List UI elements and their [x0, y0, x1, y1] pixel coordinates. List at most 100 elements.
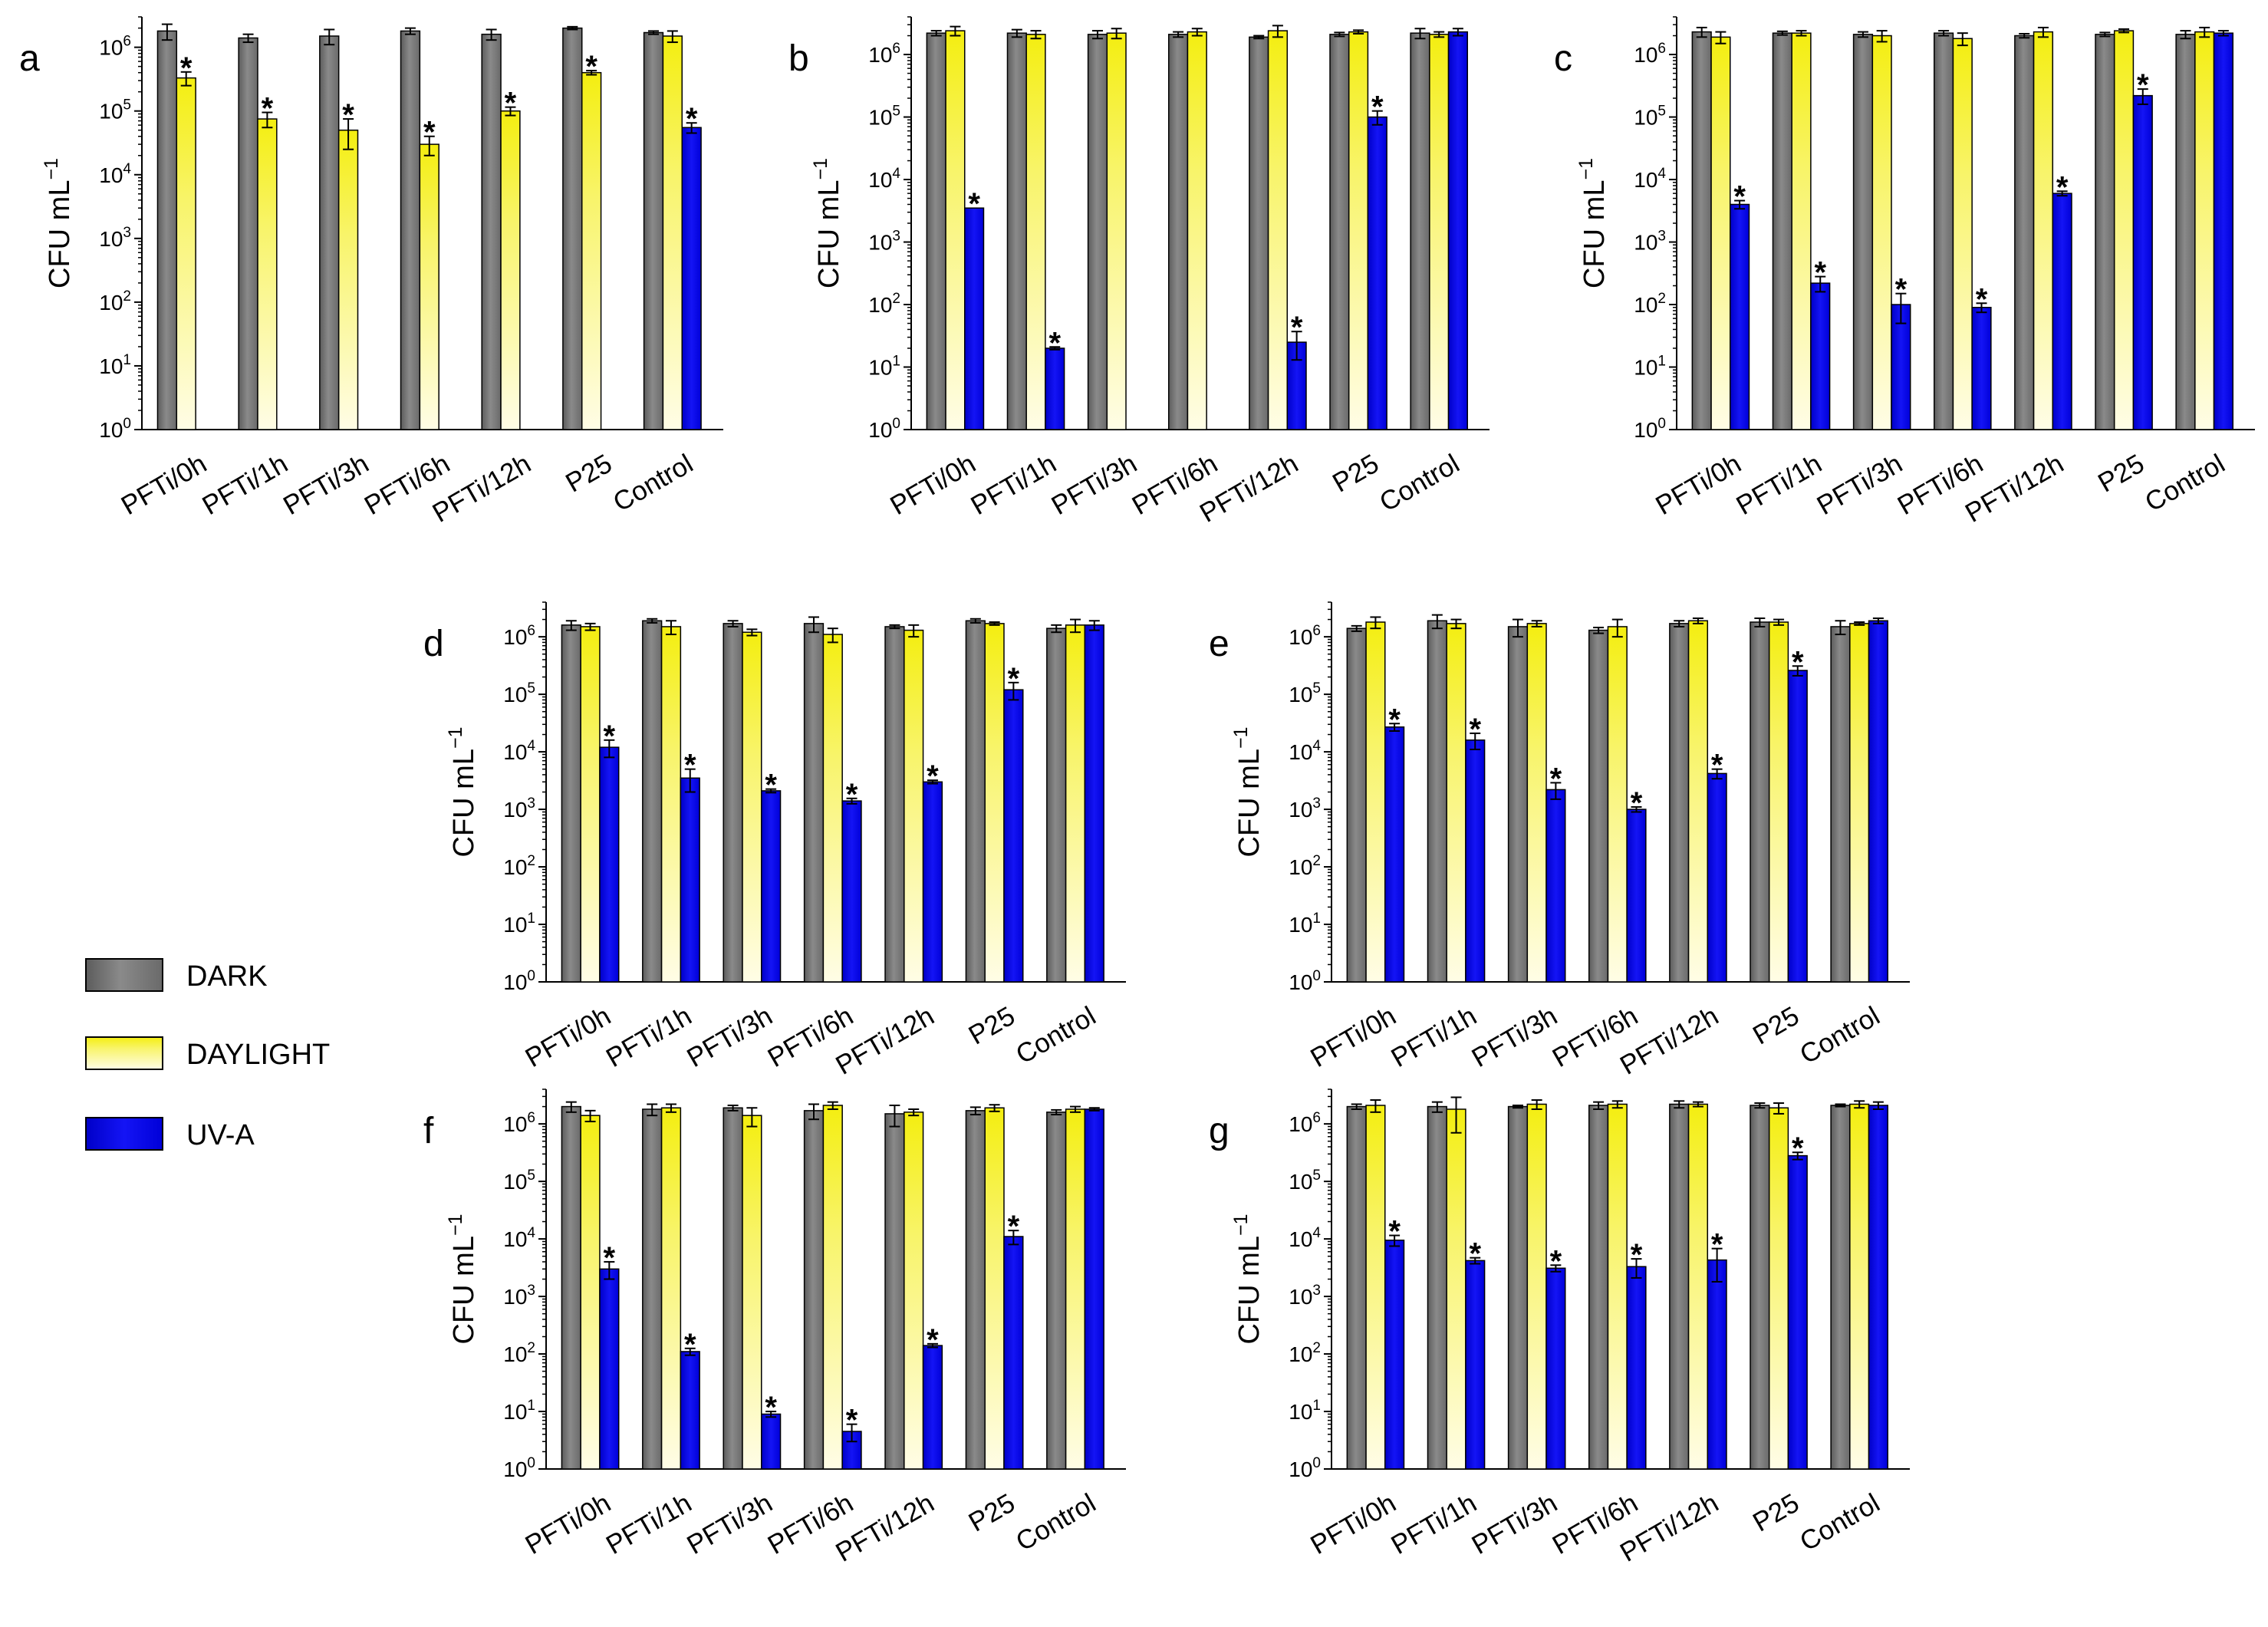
error-bar-daylight-pfti-12h: [908, 624, 920, 638]
y-tick-base: 10: [1634, 418, 1657, 442]
error-bar-dark-control: [1835, 1103, 1846, 1108]
y-tick-base: 10: [99, 354, 123, 378]
x-tick-label-pfti-3h: PFTi/3h: [278, 449, 374, 521]
panel-letter-b: b: [788, 38, 809, 79]
error-bar-uv-a-control: [1872, 617, 1884, 624]
error-bar-uv-a-p25: [1008, 681, 1019, 701]
x-tick-label-control: Control: [1011, 1001, 1101, 1070]
bar-daylight-pfti-1h: [1446, 1108, 1466, 1470]
bar-dark-pfti-12h: [2014, 35, 2035, 430]
bar-daylight-pfti-0h: [945, 30, 966, 430]
y-tick-label: 105: [868, 104, 900, 130]
x-tick-label-pfti-3h: PFTi/3h: [682, 1001, 778, 1073]
x-tick-label-control: Control: [1795, 1001, 1885, 1070]
significance-star-uv-a-pfti-12h: *: [2056, 170, 2069, 204]
bar-dark-pfti-1h: [642, 620, 663, 983]
y-tick-label: 105: [1289, 1168, 1321, 1194]
error-bar-daylight-control: [1434, 31, 1445, 38]
error-bar-daylight-control: [1854, 1100, 1865, 1109]
bar-uv-a-pfti-3h: [1545, 1267, 1566, 1470]
bar-uv-a-pfti-6h: [841, 800, 862, 983]
bar-dark-pfti-0h: [561, 1105, 581, 1470]
y-tick-base: 10: [503, 1342, 527, 1366]
significance-star-daylight-pfti-0h: *: [180, 51, 193, 85]
error-bar-dark-pfti-12h: [1674, 620, 1685, 627]
significance-star-uv-a-pfti-1h: *: [1814, 256, 1826, 290]
error-bar-uv-a-pfti-0h: [604, 739, 615, 759]
bar-daylight-pfti-6h: [1187, 31, 1207, 430]
error-bar-uv-a-pfti-12h: [1291, 331, 1302, 361]
y-tick-label: 105: [99, 97, 131, 124]
error-bar-daylight-p25: [586, 70, 597, 76]
error-bar-dark-pfti-0h: [161, 23, 173, 41]
error-bar-uv-a-pfti-12h: [1711, 768, 1723, 780]
y-tick-label: 100: [868, 416, 900, 442]
bar-daylight-pfti-6h: [1607, 626, 1628, 983]
bar-dark-pfti-1h: [238, 37, 258, 430]
error-bar-daylight-pfti-0h: [1370, 1099, 1381, 1113]
y-axis-title-exponent: −1: [1230, 727, 1252, 749]
error-bar-daylight-pfti-0h: [180, 71, 192, 87]
y-tick-exponent: 2: [123, 288, 131, 305]
error-bar-dark-pfti-12h: [889, 624, 900, 630]
bar-daylight-p25: [984, 623, 1005, 983]
y-tick-exponent: 2: [527, 1340, 535, 1356]
y-tick-exponent: 3: [527, 1283, 535, 1299]
error-bar-uv-a-pfti-12h: [927, 779, 938, 785]
bar-uv-a-pfti-12h: [2052, 193, 2072, 430]
bar-uv-a-p25: [1787, 670, 1808, 983]
legend-swatch-dark: [85, 958, 163, 992]
error-bar-dark-pfti-1h: [1431, 614, 1443, 630]
y-tick-base: 10: [99, 100, 123, 124]
bar-daylight-pfti-12h: [500, 110, 521, 430]
y-tick-exponent: 6: [527, 623, 535, 639]
y-axis-title-text: CFU mL: [813, 180, 845, 288]
bar-dark-p25: [1750, 1105, 1770, 1470]
y-tick-base: 10: [503, 798, 527, 822]
y-tick-exponent: 6: [892, 41, 900, 57]
bar-dark-control: [1046, 627, 1067, 983]
y-tick-exponent: 3: [527, 795, 535, 812]
error-bar-dark-pfti-6h: [1173, 31, 1184, 38]
significance-star-uv-a-pfti-0h: *: [1388, 1215, 1401, 1249]
y-axis-title-c: CFU mL−1: [1575, 158, 1611, 288]
panel-letter-e: e: [1209, 624, 1229, 664]
error-bar-dark-pfti-6h: [404, 27, 416, 35]
error-bar-dark-pfti-0h: [565, 620, 577, 631]
error-bar-daylight-pfti-0h: [584, 1109, 596, 1123]
x-tick-label-pfti-1h: PFTi/1h: [601, 1001, 697, 1073]
error-bar-daylight-control: [2199, 26, 2210, 38]
y-axis-title-exponent: −1: [810, 158, 831, 180]
bar-daylight-pfti-12h: [1687, 1103, 1709, 1470]
error-bar-uv-a-pfti-3h: [1550, 1264, 1562, 1273]
y-tick-label: 100: [503, 1455, 535, 1481]
bar-dark-pfti-0h: [1346, 627, 1367, 983]
bar-uv-a-pfti-0h: [1384, 726, 1405, 983]
y-tick-label: 106: [503, 623, 535, 649]
y-tick-exponent: 3: [1312, 1283, 1321, 1299]
bar-daylight-pfti-0h: [1365, 1105, 1386, 1470]
error-bar-uv-a-pfti-6h: [846, 797, 857, 805]
error-bar-dark-pfti-0h: [1696, 26, 1707, 38]
error-bar-uv-a-p25: [1371, 110, 1383, 126]
x-tick-label-pfti-0h: PFTi/0h: [1305, 1488, 1401, 1560]
significance-star-uv-a-pfti-0h: *: [604, 1241, 616, 1275]
significance-star-uv-a-pfti-1h: *: [1469, 713, 1481, 746]
y-tick-base: 10: [503, 1285, 527, 1309]
bar-uv-a-p25: [1787, 1154, 1808, 1470]
bar-daylight-control: [662, 35, 683, 430]
y-axis-title-exponent: −1: [1575, 158, 1597, 180]
bar-uv-a-p25: [1003, 1236, 1024, 1470]
y-tick-exponent: 1: [1657, 354, 1666, 370]
error-bar-daylight-pfti-1h: [262, 111, 273, 129]
x-tick-label-control: Control: [1011, 1488, 1101, 1557]
y-tick-exponent: 1: [1312, 1398, 1321, 1414]
error-bar-daylight-pfti-3h: [1531, 1099, 1542, 1111]
error-bar-dark-pfti-3h: [1091, 30, 1103, 40]
y-axis-title-text: CFU mL: [1578, 180, 1611, 288]
error-bar-dark-control: [2180, 30, 2191, 40]
y-tick-exponent: 6: [1312, 1110, 1321, 1126]
bar-daylight-pfti-3h: [1871, 35, 1892, 430]
bar-daylight-control: [1065, 624, 1086, 983]
error-bar-uv-a-pfti-1h: [684, 1347, 696, 1356]
